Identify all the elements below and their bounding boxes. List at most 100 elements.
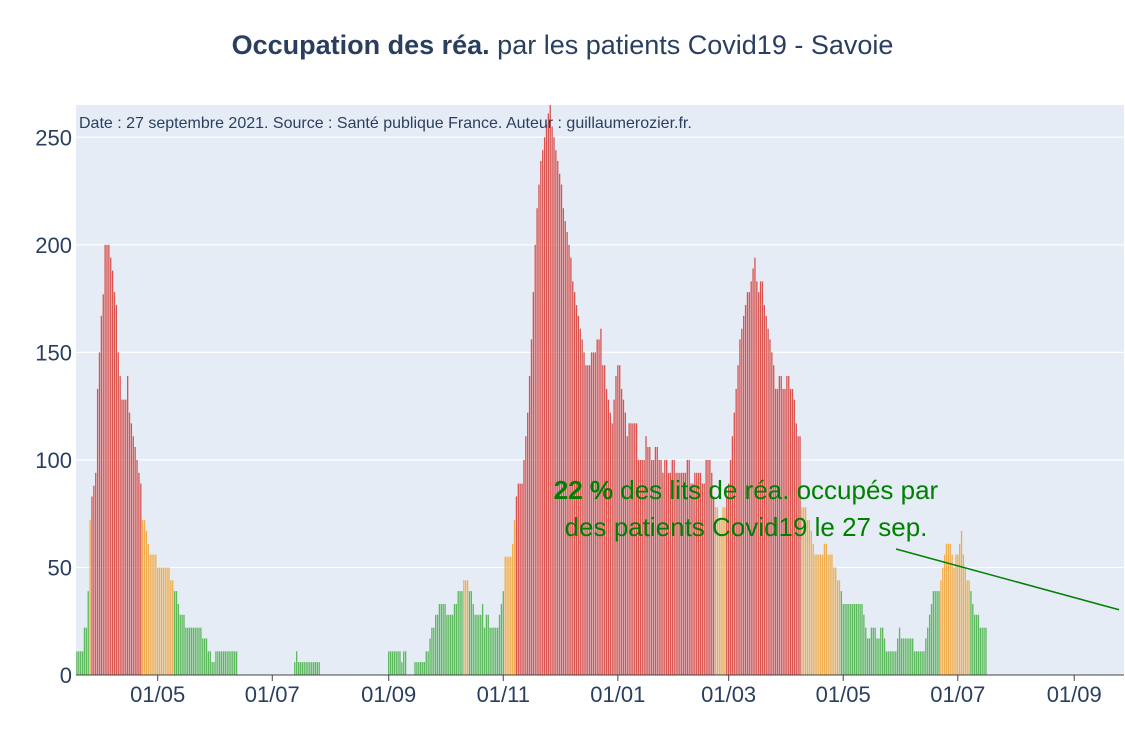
bar bbox=[126, 376, 129, 675]
bar bbox=[436, 614, 439, 675]
bar bbox=[179, 614, 181, 675]
bar bbox=[607, 399, 610, 675]
bar bbox=[711, 472, 713, 675]
bar bbox=[814, 554, 816, 675]
bar bbox=[389, 651, 392, 675]
x-tick-label: 01/11 bbox=[477, 682, 530, 707]
y-axis: 0 50 100 150 200 250 bbox=[35, 125, 72, 688]
bar bbox=[840, 591, 842, 675]
bar bbox=[87, 591, 89, 675]
bar bbox=[874, 627, 876, 675]
bar bbox=[617, 365, 619, 675]
bar bbox=[461, 591, 463, 675]
bar bbox=[162, 567, 164, 675]
bar bbox=[442, 604, 444, 675]
bar bbox=[213, 662, 215, 675]
bar bbox=[810, 530, 812, 675]
bar bbox=[502, 591, 504, 675]
bar bbox=[788, 376, 790, 675]
bar bbox=[401, 662, 403, 675]
bar bbox=[812, 543, 814, 675]
bar bbox=[102, 294, 104, 675]
bar bbox=[771, 352, 773, 675]
bar bbox=[457, 591, 459, 675]
bar bbox=[440, 604, 442, 675]
bar bbox=[622, 399, 625, 675]
bar bbox=[164, 567, 166, 675]
bar bbox=[671, 459, 673, 675]
bar bbox=[784, 388, 786, 675]
bar bbox=[466, 580, 469, 675]
bar bbox=[547, 113, 550, 676]
bar bbox=[508, 556, 510, 675]
bar bbox=[173, 591, 176, 675]
chart-title: Occupation des réa. par les patients Cov… bbox=[0, 30, 1125, 61]
bar bbox=[974, 614, 976, 675]
bar bbox=[619, 365, 621, 675]
bar bbox=[759, 281, 762, 675]
bar bbox=[782, 388, 784, 675]
bar bbox=[889, 651, 891, 675]
bar bbox=[791, 388, 794, 675]
bar bbox=[80, 651, 82, 675]
bar bbox=[172, 580, 174, 675]
bar bbox=[506, 556, 508, 675]
bar bbox=[136, 459, 138, 675]
bar bbox=[763, 305, 765, 675]
bar bbox=[795, 423, 797, 675]
bar bbox=[232, 651, 234, 675]
bar bbox=[438, 604, 441, 675]
bar bbox=[701, 483, 704, 675]
bar bbox=[463, 580, 465, 675]
chart-title-rest: par les patients Covid19 - Savoie bbox=[489, 30, 894, 60]
bar bbox=[217, 651, 219, 675]
bar bbox=[741, 328, 743, 675]
bar bbox=[925, 638, 927, 675]
bar bbox=[866, 638, 869, 675]
annotation-percent-suffix: % bbox=[583, 475, 613, 505]
bar bbox=[692, 483, 694, 675]
bar bbox=[605, 388, 608, 675]
bar bbox=[604, 365, 606, 675]
x-tick-label: 01/05 bbox=[130, 682, 185, 707]
bar bbox=[549, 105, 551, 675]
bar bbox=[545, 124, 548, 675]
x-tick-label: 01/03 bbox=[701, 682, 756, 707]
bar bbox=[121, 399, 123, 675]
bar bbox=[527, 412, 529, 675]
bar bbox=[696, 472, 698, 675]
bar bbox=[480, 614, 482, 675]
bar bbox=[667, 472, 670, 675]
bar bbox=[498, 614, 501, 675]
bar bbox=[564, 221, 566, 675]
bar bbox=[117, 352, 119, 675]
bar bbox=[731, 436, 734, 675]
bar bbox=[305, 662, 307, 675]
bar bbox=[318, 662, 320, 675]
bar bbox=[846, 604, 848, 675]
bar bbox=[851, 604, 854, 675]
bar bbox=[589, 365, 591, 675]
bar bbox=[450, 614, 452, 675]
x-tick-label: 01/01 bbox=[590, 682, 645, 707]
bar bbox=[312, 662, 315, 675]
bar bbox=[81, 651, 84, 675]
bar bbox=[483, 627, 486, 675]
bar bbox=[628, 423, 630, 675]
bar bbox=[455, 604, 457, 675]
bar bbox=[429, 638, 431, 675]
bar bbox=[955, 554, 957, 675]
bar bbox=[166, 567, 168, 675]
bar bbox=[421, 662, 424, 675]
bar bbox=[660, 459, 662, 675]
bar bbox=[654, 447, 657, 675]
bar bbox=[898, 627, 901, 675]
bar bbox=[444, 604, 446, 675]
bar bbox=[972, 604, 974, 675]
bar bbox=[938, 591, 940, 675]
bar bbox=[536, 208, 538, 675]
bar bbox=[735, 388, 737, 675]
bar bbox=[932, 591, 935, 675]
bar bbox=[465, 580, 467, 675]
bar bbox=[709, 459, 711, 675]
